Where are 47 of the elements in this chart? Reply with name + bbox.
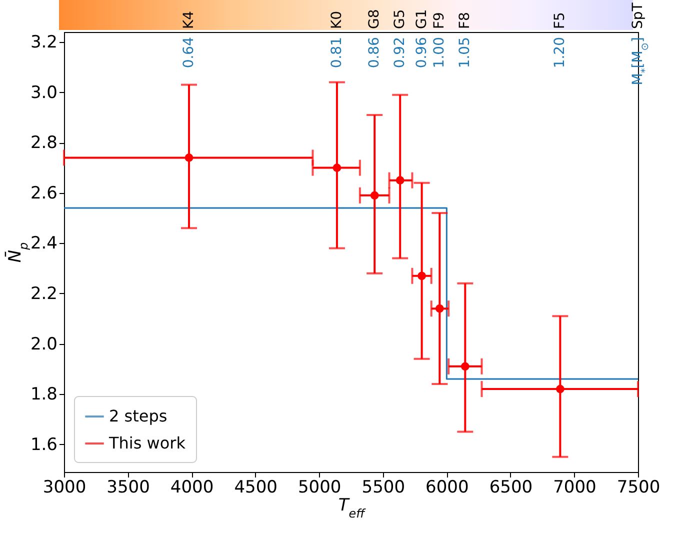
annotation: 0.86 <box>366 36 383 68</box>
text: K4 <box>181 10 198 29</box>
y-tick-label: 3.2 <box>30 32 58 53</box>
legend-label: 2 steps <box>109 406 168 426</box>
annotation: 0.81 <box>328 37 345 68</box>
y-tick-label: 3.0 <box>30 82 58 103</box>
text: K0 <box>328 10 345 29</box>
x-tick-label: 4500 <box>234 478 278 498</box>
text: F5 <box>552 12 568 29</box>
y-tick-label: 1.6 <box>30 434 58 455</box>
x-tick-label: 4000 <box>170 478 214 498</box>
legend-label: This work <box>108 434 186 452</box>
text: F9 <box>432 12 448 29</box>
text: G1 <box>414 9 430 29</box>
annotation: 1.20 <box>552 37 568 68</box>
x-tick-label: 5000 <box>298 478 342 498</box>
point <box>370 191 379 200</box>
y-tick-label: 1.8 <box>30 384 58 405</box>
x-tick-label: 6500 <box>489 478 533 498</box>
x-tick-label: 6000 <box>426 478 469 498</box>
text: F8 <box>457 12 474 29</box>
x-axis-title: T$_{eff}$ <box>338 496 366 520</box>
text: SpT <box>630 2 646 29</box>
y-tick-label: 2.2 <box>30 284 58 304</box>
point <box>460 362 470 371</box>
y-tick-label: 2.6 <box>30 183 58 204</box>
point <box>418 272 426 280</box>
y-tick-label: 2.4 <box>30 234 58 254</box>
x-tick-label: 5500 <box>362 478 406 498</box>
text: G5 <box>392 9 408 29</box>
x-tick-label: 7500 <box>616 478 660 498</box>
point <box>556 384 564 394</box>
x-tick-label: 3500 <box>106 478 150 498</box>
y-tick-label: 2.0 <box>30 334 58 354</box>
annotation: 1.00 <box>432 37 448 68</box>
y-tick-label: 2.8 <box>30 133 58 154</box>
annotation: 0.92 <box>392 37 408 68</box>
annotation: 0.96 <box>414 36 430 68</box>
point <box>396 176 404 185</box>
x-tick-label: 3000 <box>42 478 86 498</box>
point <box>332 164 342 172</box>
text: G8 <box>366 9 383 29</box>
annotation: 0.64 <box>181 36 198 68</box>
x-tick-label: 7000 <box>553 478 596 498</box>
point <box>435 304 444 313</box>
annotation: 1.05 <box>457 37 474 68</box>
point <box>184 154 194 162</box>
